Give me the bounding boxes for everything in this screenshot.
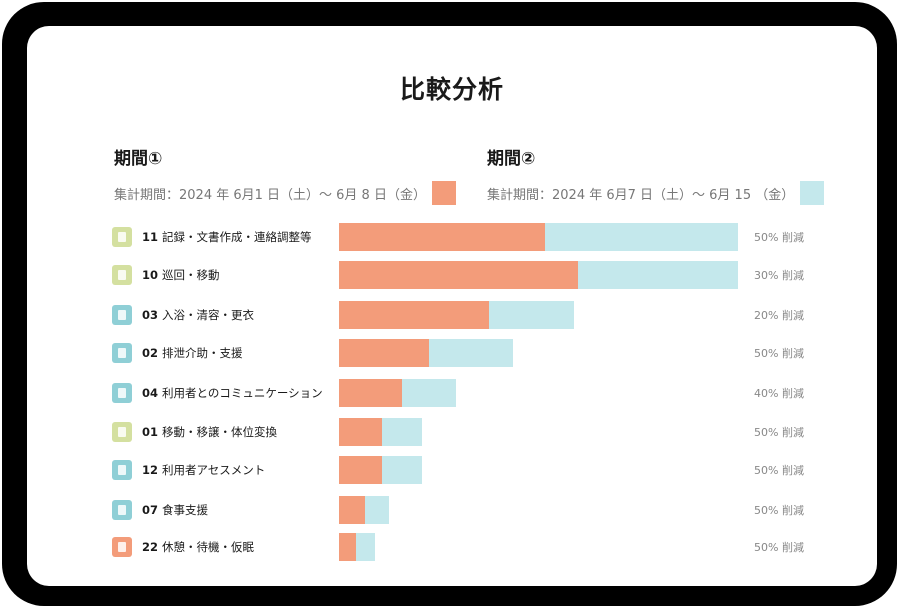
bar-period1 <box>339 379 402 407</box>
category-label: 07 食事支援 <box>142 503 209 517</box>
transfer-icon <box>112 422 132 442</box>
period2-legend: 期間② 集計期間：2024 年 6月7 日（土）〜 6月 15 （金） <box>487 144 825 205</box>
category-label: 04 利用者とのコミュニケーション <box>142 386 323 400</box>
reduction-label: 40% 削減 <box>754 386 804 400</box>
category-label: 01 移動・移譲・体位変換 <box>142 425 278 439</box>
content-card: 比較分析 期間① 集計期間：2024 年 6月1 日（土）〜 6月 8 日（金）… <box>27 26 877 586</box>
toilet-icon <box>112 343 132 363</box>
bar-period2 <box>429 339 513 367</box>
bar-period1 <box>339 301 489 329</box>
reduction-label: 50% 削減 <box>754 346 804 360</box>
category-label: 11 記録・文書作成・連絡調整等 <box>142 230 312 244</box>
bar-period1 <box>339 533 356 561</box>
bar-period1 <box>339 223 545 251</box>
bar-period1 <box>339 496 365 524</box>
reduction-label: 30% 削減 <box>754 268 804 282</box>
category-label: 22 休憩・待機・仮眠 <box>142 540 255 554</box>
bar-period1 <box>339 456 382 484</box>
period2-range: 集計期間：2024 年 6月7 日（土）〜 6月 15 （金） <box>487 187 795 203</box>
category-label: 10 巡回・移動 <box>142 268 220 282</box>
reduction-label: 50% 削減 <box>754 230 804 244</box>
meal-icon <box>112 500 132 520</box>
reduction-label: 50% 削減 <box>754 503 804 517</box>
reduction-label: 50% 削減 <box>754 425 804 439</box>
assessment-icon <box>112 460 132 480</box>
bar-period2 <box>365 496 389 524</box>
walking-person-icon <box>112 265 132 285</box>
bar-period2 <box>578 261 738 289</box>
category-label: 02 排泄介助・支援 <box>142 346 243 360</box>
bar-period1 <box>339 418 382 446</box>
category-label: 03 入浴・清容・更衣 <box>142 308 255 322</box>
bathtub-icon <box>112 305 132 325</box>
page-title: 比較分析 <box>399 75 504 104</box>
bar-period2 <box>356 533 375 561</box>
reduction-label: 20% 削減 <box>754 308 804 322</box>
period2-swatch <box>800 181 825 205</box>
bar-period1 <box>339 261 578 289</box>
bar-period1 <box>339 339 429 367</box>
document-icon <box>112 227 132 247</box>
period1-range: 集計期間：2024 年 6月1 日（土）〜 6月 8 日（金） <box>114 187 426 203</box>
sofa-icon <box>112 537 132 557</box>
category-label: 12 利用者アセスメント <box>142 463 265 477</box>
reduction-label: 50% 削減 <box>754 463 804 477</box>
bar-period2 <box>382 456 422 484</box>
bar-period2 <box>545 223 738 251</box>
period1-legend: 期間① 集計期間：2024 年 6月1 日（土）〜 6月 8 日（金） <box>114 144 456 205</box>
period2-label: 期間② <box>487 149 536 169</box>
period1-swatch <box>431 181 456 205</box>
comparison-bar-chart: 11 記録・文書作成・連絡調整等 50% 削減 10 巡回・移動 30% 削減 03 入… <box>112 223 804 561</box>
bar-period2 <box>382 418 422 446</box>
conversation-icon <box>112 383 132 403</box>
bar-period2 <box>489 301 574 329</box>
reduction-label: 50% 削減 <box>754 540 804 554</box>
bar-period2 <box>402 379 456 407</box>
period1-label: 期間① <box>114 149 163 169</box>
